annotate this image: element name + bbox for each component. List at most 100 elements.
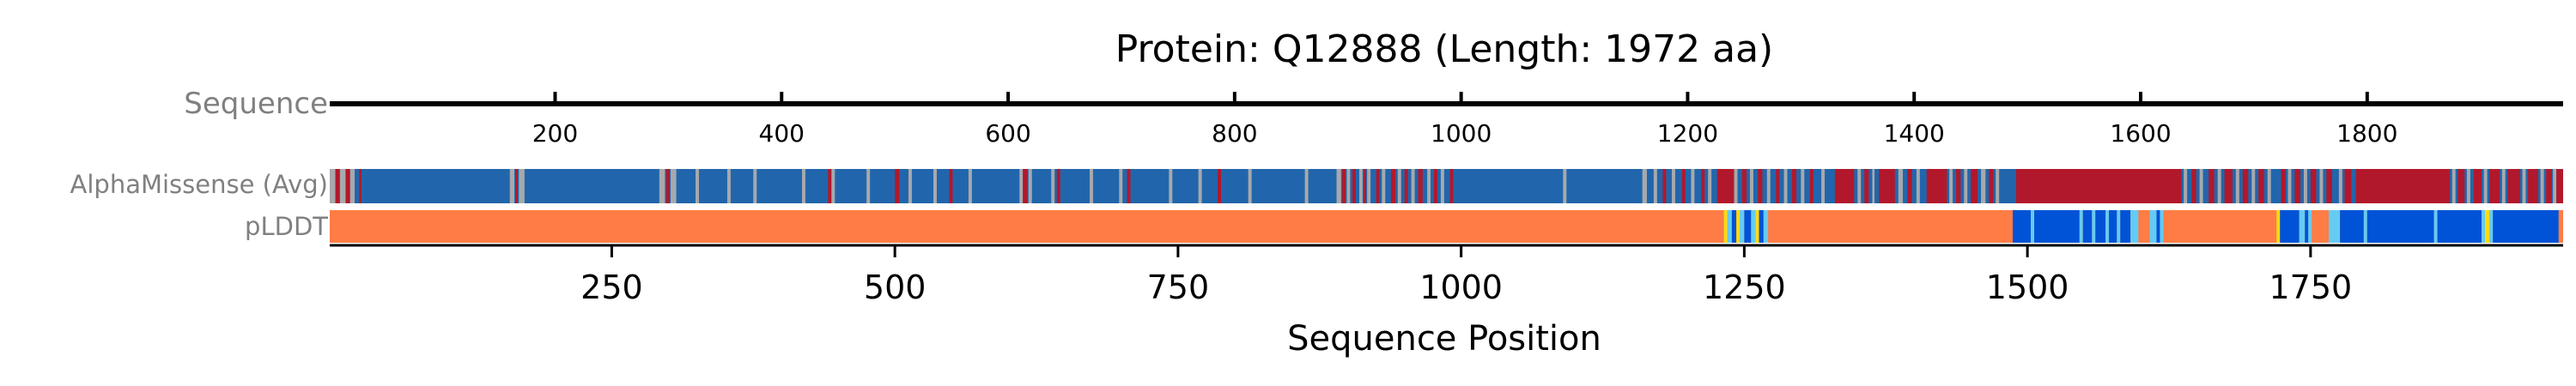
alphamissense-segment [1734,169,1738,203]
plddt-segment [2079,210,2083,243]
alphamissense-segment [1336,169,1341,203]
plddt-segment [2156,210,2160,243]
alphamissense-segment [2184,169,2188,203]
plddt-segment [2433,210,2438,243]
alphamissense-segment [1766,169,1771,203]
alphamissense-segment [1691,169,1695,203]
alphamissense-segment [1662,169,1667,203]
alphamissense-segment [828,169,832,203]
alphamissense-segment [2208,169,2215,203]
alphamissense-segment [1090,169,1093,203]
plddt-segment [2363,210,2367,243]
plddt-segment [1744,210,1752,243]
alphamissense-segment [1397,169,1401,203]
alphamissense-segment [1427,169,1431,203]
plddt-segment [2308,210,2312,243]
alphamissense-segment [1716,169,1735,203]
sequence-tick-label: 400 [759,119,805,148]
chart-title: Protein: Q12888 (Length: 1972 aa) [1115,27,1773,71]
alphamissense-segment [1708,169,1712,203]
alphamissense-segment [1681,169,1686,203]
alphamissense-segment [1382,169,1386,203]
alphamissense-segment [2344,169,2352,203]
alphamissense-segment [1440,169,1444,203]
plddt-segment [2120,210,2131,243]
alphamissense-segment [2251,169,2256,203]
alphamissense-segment [2242,169,2249,203]
alphamissense-segment [519,169,525,203]
alphamissense-segment [1907,169,1912,203]
alphamissense-segment [1376,169,1380,203]
plddt-segment [2493,210,2559,243]
alphamissense-segment [1653,169,1657,203]
alphamissense-segment [1342,169,1346,203]
alphamissense-segment [1019,169,1024,203]
x-tick-label: 1250 [1703,268,1786,306]
alphamissense-segment [1898,169,1904,203]
plddt-segment [2305,210,2309,243]
alphamissense-segment [949,169,953,203]
alphamissense-segment [1169,169,1173,203]
plddt-segment [2366,210,2434,243]
alphamissense-segment [753,169,757,203]
plddt-segment [2031,210,2035,243]
alphamissense-segment [2507,169,2520,203]
alphamissense-segment [2466,169,2470,203]
x-axis-label: Sequence Position [1287,319,1601,359]
sequence-tick-label: 1200 [1657,119,1718,148]
alphamissense-segment [2556,169,2563,203]
alphamissense-segment [1776,169,1780,203]
plddt-segment [2034,210,2080,243]
alphamissense-segment [671,169,677,203]
plddt-segment [2328,210,2341,243]
alphamissense-segment [1127,169,1131,203]
alphamissense-segment [1218,169,1222,203]
alphamissense-segment [1872,169,1875,203]
alphamissense-segment [2355,169,2451,203]
sequence-tick-label: 1800 [2336,119,2397,148]
alphamissense-segment [1671,169,1675,203]
x-tick-label: 1500 [1986,268,2069,306]
alphamissense-segment [1834,169,1855,203]
alphamissense-segment [1352,169,1356,203]
alphamissense-segment [1956,169,1961,203]
alphamissense-segment [659,169,665,203]
x-tick-label: 1000 [1419,268,1503,306]
alphamissense-segment [2451,169,2456,203]
alphamissense-segment [1449,169,1454,203]
plddt-segment [1731,210,1737,243]
alphamissense-segment [335,169,340,203]
alphamissense-segment [2326,169,2332,203]
alphamissense-segment [2303,169,2307,203]
alphamissense-segment [1198,169,1202,203]
alphamissense-segment [1418,169,1423,203]
alphamissense-segment [2199,169,2203,203]
x-tick-label: 1750 [2269,268,2353,306]
plddt-segment [2117,210,2121,243]
plddt-segment [2095,210,2106,243]
plddt-segment [1740,210,1745,243]
alphamissense-segment [1971,169,1978,203]
alphamissense-segment [330,169,336,203]
alphamissense-segment [2553,169,2557,203]
alphamissense-segment [1926,169,1947,203]
alphamissense-segment [2235,169,2239,203]
alphamissense-segment [1346,169,1351,203]
alphamissense-segment [1056,169,1060,203]
alphamissense-segment [665,169,670,203]
alphamissense-segment [2540,169,2544,203]
alphamissense-segment [1364,169,1366,203]
alphamissense-segment [2458,169,2465,203]
alphamissense-segment [2473,169,2482,203]
plddt-segment [1723,210,1728,243]
alphamissense-segment [895,169,900,203]
x-tick-label: 500 [864,268,927,306]
alphamissense-segment [831,169,835,203]
alphamissense-segment [1809,169,1814,203]
alphamissense-segment [359,169,361,203]
alphamissense-segment [1023,169,1028,203]
plddt-segment [2109,210,2117,243]
alphamissense-segment [1248,169,1252,203]
plddt-segment [2276,210,2281,243]
